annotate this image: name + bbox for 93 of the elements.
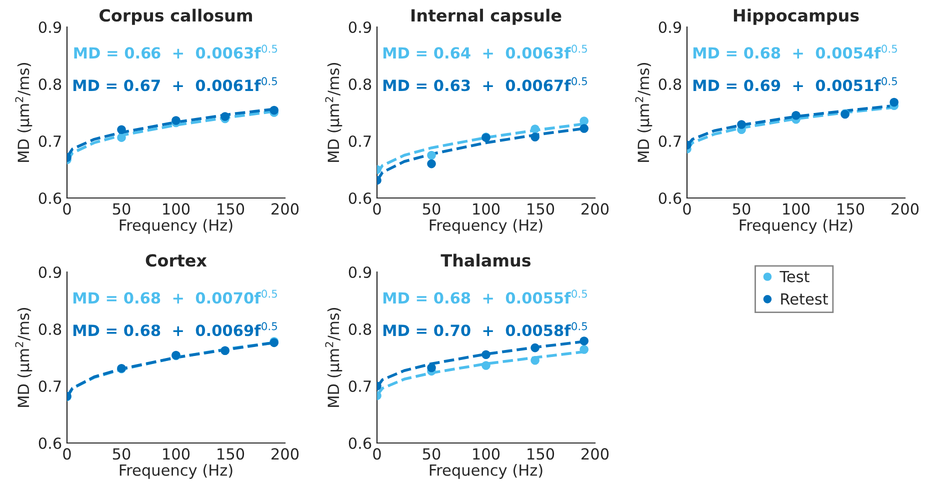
point	[530, 343, 540, 352]
chart-title: Internal capsule	[412, 8, 562, 25]
point	[427, 150, 436, 160]
chart-title: Cortex	[146, 254, 207, 267]
point	[270, 106, 278, 115]
x-tick-label: 200	[272, 448, 299, 460]
x-tick-label: 150	[218, 448, 244, 460]
point	[172, 116, 180, 125]
point	[482, 350, 490, 360]
x-tick-label: 50	[112, 448, 130, 460]
y-tick-label: 0.6	[38, 192, 62, 204]
annotation: MD = 0.68 + 0.0069f$^{0.5}$	[73, 322, 277, 336]
annotation: MD = 0.70 + 0.0058f$^{0.5}$	[383, 322, 587, 336]
annotation: MD = 0.68 + 0.0055f$^{0.5}$	[383, 290, 587, 304]
x-tick-label: 150	[528, 203, 554, 215]
y-tick-label: 0.8	[38, 78, 62, 90]
y-tick-label: 0.8	[658, 78, 682, 90]
y-tick-label: 0.9	[348, 21, 372, 34]
point	[530, 356, 540, 365]
annotation: MD = 0.64 + 0.0063f$^{0.5}$	[383, 44, 587, 59]
x-tick-label: 150	[528, 448, 554, 460]
point	[427, 363, 436, 372]
point	[530, 132, 540, 142]
y-tick-label: 0.7	[38, 135, 61, 148]
x-tick-label: 50	[422, 203, 440, 215]
y-tick-label: 0.7	[658, 135, 681, 148]
point	[530, 124, 540, 134]
legend-label: Test	[780, 270, 810, 282]
point	[220, 112, 230, 121]
point	[580, 345, 588, 354]
y-tick-label: 0.9	[38, 266, 62, 278]
x-tick-label: 50	[422, 448, 440, 460]
x-tick-label: 100	[473, 448, 500, 460]
annotation: MD = 0.63 + 0.0067f$^{0.5}$	[383, 77, 587, 92]
point	[482, 361, 490, 370]
point	[117, 125, 126, 134]
point	[580, 336, 588, 346]
x-tick-label: 0	[63, 448, 71, 460]
y-axis-title: MD (µm$^{2}$/ms)	[15, 63, 32, 162]
y-axis-title: MD (µm$^{2}$/ms)	[325, 63, 342, 162]
y-tick-label: 0.6	[348, 437, 372, 450]
point	[792, 110, 800, 120]
annotation: MD = 0.66 + 0.0063f$^{0.5}$	[74, 44, 278, 59]
y-axis-title: MD (µm$^{2}$/ms)	[635, 63, 652, 162]
x-axis-title: Frequency (Hz)	[120, 219, 232, 234]
point	[117, 133, 126, 142]
x-tick-label: 0	[683, 203, 691, 215]
annotation: MD = 0.69 + 0.0051f$^{0.5}$	[693, 77, 897, 92]
y-tick-label: 0.9	[348, 266, 372, 278]
x-axis-title: Frequency (Hz)	[430, 464, 542, 479]
chart-title: Hippocampus	[734, 8, 859, 25]
x-tick-label: 150	[218, 203, 244, 215]
point	[737, 120, 746, 129]
x-axis-title: Frequency (Hz)	[120, 464, 232, 479]
x-tick-label: 200	[582, 203, 609, 215]
x-tick-label: 50	[112, 203, 130, 215]
x-tick-label: 200	[272, 203, 299, 215]
x-axis-title: Frequency (Hz)	[430, 219, 542, 234]
x-tick-label: 100	[163, 203, 190, 215]
chart-title: Thalamus	[440, 254, 531, 267]
x-tick-label: 0	[373, 203, 381, 215]
x-tick-label: 100	[473, 203, 500, 215]
x-tick-label: 100	[783, 203, 810, 215]
y-tick-label: 0.6	[658, 192, 682, 204]
annotation: MD = 0.67 + 0.0061f$^{0.5}$	[73, 77, 277, 92]
y-tick-label: 0.7	[348, 380, 371, 392]
x-tick-label: 200	[582, 448, 609, 460]
x-tick-label: 100	[163, 448, 190, 460]
y-tick-label: 0.9	[658, 21, 682, 34]
y-axis-title: MD (µm$^{2}$/ms)	[15, 308, 32, 407]
legend-label: Retest	[781, 293, 828, 305]
chart-title: Corpus callosum	[100, 8, 252, 25]
point	[890, 98, 898, 107]
x-tick-label: 0	[373, 448, 381, 460]
x-tick-label: 150	[838, 203, 864, 215]
x-axis-title: Frequency (Hz)	[740, 219, 852, 234]
point	[580, 124, 588, 133]
y-tick-label: 0.8	[348, 78, 372, 90]
point	[580, 116, 588, 126]
annotation: MD = 0.68 + 0.0054f$^{0.5}$	[693, 44, 897, 59]
y-tick-label: 0.9	[38, 21, 62, 34]
x-tick-label: 0	[63, 203, 71, 215]
point	[427, 159, 436, 168]
x-tick-label: 50	[732, 203, 750, 215]
y-tick-label: 0.6	[348, 192, 372, 204]
y-tick-label: 0.7	[348, 135, 371, 148]
y-tick-label: 0.8	[348, 323, 372, 336]
y-tick-label: 0.7	[38, 380, 61, 392]
y-tick-label: 0.8	[38, 323, 62, 336]
y-axis-title: MD (µm$^{2}$/ms)	[325, 308, 342, 407]
y-tick-label: 0.6	[38, 437, 62, 450]
annotation: MD = 0.68 + 0.0070f$^{0.5}$	[73, 290, 277, 304]
x-tick-label: 200	[892, 203, 919, 215]
